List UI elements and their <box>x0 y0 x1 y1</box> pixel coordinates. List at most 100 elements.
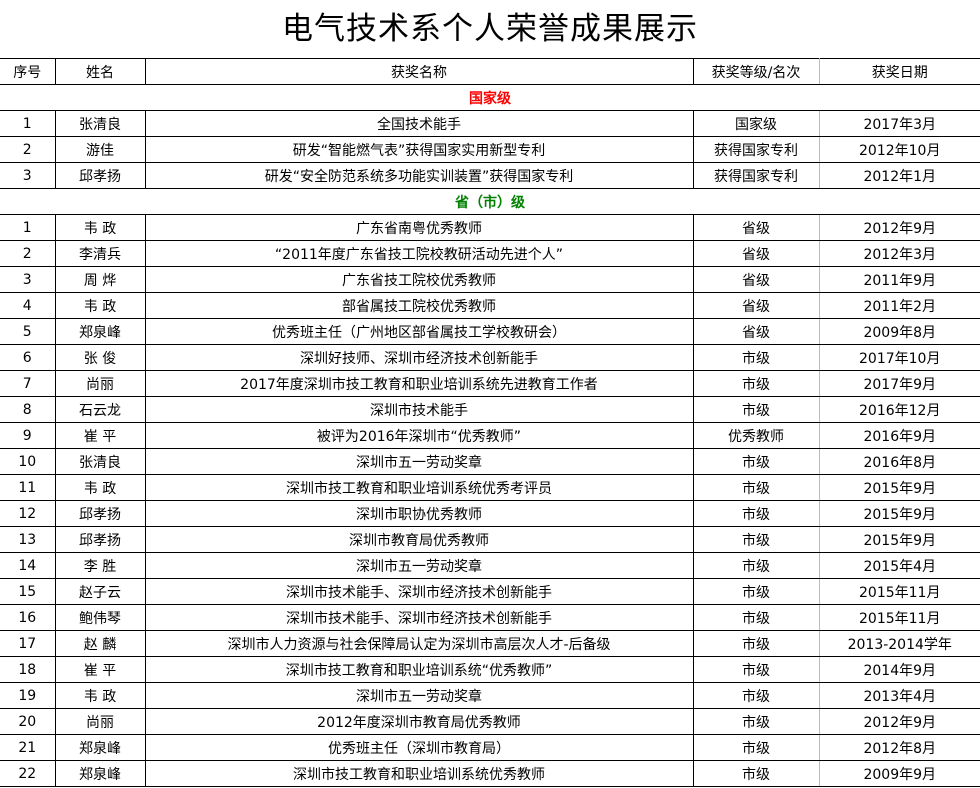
cell-level: 市级 <box>692 708 820 735</box>
cell-award: 优秀班主任（广州地区部省属技工学校教研会） <box>144 318 694 345</box>
cell-level: 市级 <box>692 370 820 397</box>
cell-index: 22 <box>0 760 56 787</box>
cell-name: 鲍伟琴 <box>54 604 146 631</box>
header-award: 获奖名称 <box>144 58 694 85</box>
cell-award: 深圳市技工教育和职业培训系统“优秀教师” <box>144 656 694 683</box>
cell-award: 深圳市技术能手、深圳市经济技术创新能手 <box>144 604 694 631</box>
cell-index: 17 <box>0 630 56 657</box>
cell-name: 周 烨 <box>54 266 146 293</box>
cell-name: 尚丽 <box>54 370 146 397</box>
cell-name: 张清良 <box>54 448 146 475</box>
cell-award: 深圳市技工教育和职业培训系统优秀教师 <box>144 760 694 787</box>
cell-award: 深圳市人力资源与社会保障局认定为深圳市高层次人才-后备级 <box>144 630 694 657</box>
cell-name: 邱孝扬 <box>54 526 146 553</box>
cell-level: 市级 <box>692 630 820 657</box>
cell-name: 游佳 <box>54 136 146 163</box>
cell-index: 15 <box>0 578 56 605</box>
table-row: 2 李清兵 “2011年度广东省技工院校教研活动先进个人” 省级 2012年3月 <box>0 240 980 267</box>
cell-name: 李 胜 <box>54 552 146 579</box>
cell-award: 深圳市职协优秀教师 <box>144 500 694 527</box>
cell-name: 赵子云 <box>54 578 146 605</box>
cell-name: 韦 政 <box>54 292 146 319</box>
table-row: 11 韦 政深圳市技工教育和职业培训系统优秀考评员 市级 2015年9月 <box>0 474 980 501</box>
cell-date: 2013年4月 <box>818 682 980 709</box>
cell-award: 深圳市五一劳动奖章 <box>144 682 694 709</box>
cell-index: 21 <box>0 734 56 761</box>
cell-level: 省级 <box>692 266 820 293</box>
cell-index: 9 <box>0 422 56 449</box>
cell-award: 广东省南粤优秀教师 <box>144 214 694 241</box>
section-row: 国家级 <box>0 84 980 111</box>
page-title: 电气技术系个人荣誉成果展示 <box>282 11 698 47</box>
cell-name: 郑泉峰 <box>54 318 146 345</box>
cell-index: 7 <box>0 370 56 397</box>
cell-level: 市级 <box>692 344 820 371</box>
cell-level: 国家级 <box>692 110 820 137</box>
table-row: 1 张清良 全国技术能手 国家级 2017年3月 <box>0 110 980 137</box>
cell-index: 1 <box>0 214 56 241</box>
cell-date: 2015年9月 <box>818 500 980 527</box>
cell-name: 韦 政 <box>54 214 146 241</box>
cell-level: 省级 <box>692 214 820 241</box>
cell-index: 19 <box>0 682 56 709</box>
table-row: 3 邱孝扬 研发“安全防范系统多功能实训装置”获得国家专利 获得国家专利 2012年1月 <box>0 162 980 189</box>
cell-award: “2011年度广东省技工院校教研活动先进个人” <box>144 240 694 267</box>
cell-name: 赵 麟 <box>54 630 146 657</box>
table-row: 19 韦 政深圳市五一劳动奖章 市级 2013年4月 <box>0 682 980 709</box>
cell-level: 获得国家专利 <box>692 136 820 163</box>
cell-date: 2009年8月 <box>818 318 980 345</box>
cell-level: 市级 <box>692 448 820 475</box>
cell-date: 2015年9月 <box>818 474 980 501</box>
cell-award: 深圳市五一劳动奖章 <box>144 448 694 475</box>
cell-award: 2017年度深圳市技工教育和职业培训系统先进教育工作者 <box>144 370 694 397</box>
cell-level: 市级 <box>692 526 820 553</box>
cell-index: 11 <box>0 474 56 501</box>
cell-date: 2017年3月 <box>818 110 980 137</box>
cell-award: 深圳市教育局优秀教师 <box>144 526 694 553</box>
cell-level: 市级 <box>692 578 820 605</box>
cell-index: 3 <box>0 162 56 189</box>
cell-index: 2 <box>0 136 56 163</box>
cell-award: 深圳好技师、深圳市经济技术创新能手 <box>144 344 694 371</box>
cell-index: 16 <box>0 604 56 631</box>
cell-name: 崔 平 <box>54 656 146 683</box>
section-row: 省（市）级 <box>0 188 980 215</box>
table-row: 8 石云龙 深圳市技术能手 市级 2016年12月 <box>0 396 980 423</box>
cell-index: 14 <box>0 552 56 579</box>
cell-date: 2011年2月 <box>818 292 980 319</box>
cell-date: 2015年9月 <box>818 526 980 553</box>
cell-award: 深圳市技术能手 <box>144 396 694 423</box>
cell-date: 2015年11月 <box>818 604 980 631</box>
header-level: 获奖等级/名次 <box>692 58 820 85</box>
cell-index: 4 <box>0 292 56 319</box>
table-row: 14 李 胜深圳市五一劳动奖章 市级 2015年4月 <box>0 552 980 579</box>
cell-name: 韦 政 <box>54 682 146 709</box>
table-row: 22 郑泉峰 深圳市技工教育和职业培训系统优秀教师 市级 2009年9月 <box>0 760 980 787</box>
cell-award: 深圳市技工教育和职业培训系统优秀考评员 <box>144 474 694 501</box>
cell-date: 2016年9月 <box>818 422 980 449</box>
cell-name: 尚丽 <box>54 708 146 735</box>
cell-date: 2009年9月 <box>818 760 980 787</box>
cell-name: 李清兵 <box>54 240 146 267</box>
cell-date: 2012年10月 <box>818 136 980 163</box>
cell-date: 2012年3月 <box>818 240 980 267</box>
cell-name: 张 俊 <box>54 344 146 371</box>
cell-name: 石云龙 <box>54 396 146 423</box>
cell-name: 邱孝扬 <box>54 500 146 527</box>
cell-date: 2015年11月 <box>818 578 980 605</box>
cell-level: 市级 <box>692 760 820 787</box>
cell-award: 广东省技工院校优秀教师 <box>144 266 694 293</box>
cell-date: 2016年8月 <box>818 448 980 475</box>
cell-level: 优秀教师 <box>692 422 820 449</box>
table-row: 17 赵 麟深圳市人力资源与社会保障局认定为深圳市高层次人才-后备级 市级 2013-… <box>0 630 980 657</box>
cell-date: 2013-2014学年 <box>818 630 980 657</box>
table-row: 20 尚丽 2012年度深圳市教育局优秀教师 市级 2012年9月 <box>0 708 980 735</box>
cell-name: 郑泉峰 <box>54 734 146 761</box>
cell-date: 2012年8月 <box>818 734 980 761</box>
cell-level: 市级 <box>692 734 820 761</box>
table-row: 13 邱孝扬 深圳市教育局优秀教师 市级 2015年9月 <box>0 526 980 553</box>
cell-name: 韦 政 <box>54 474 146 501</box>
